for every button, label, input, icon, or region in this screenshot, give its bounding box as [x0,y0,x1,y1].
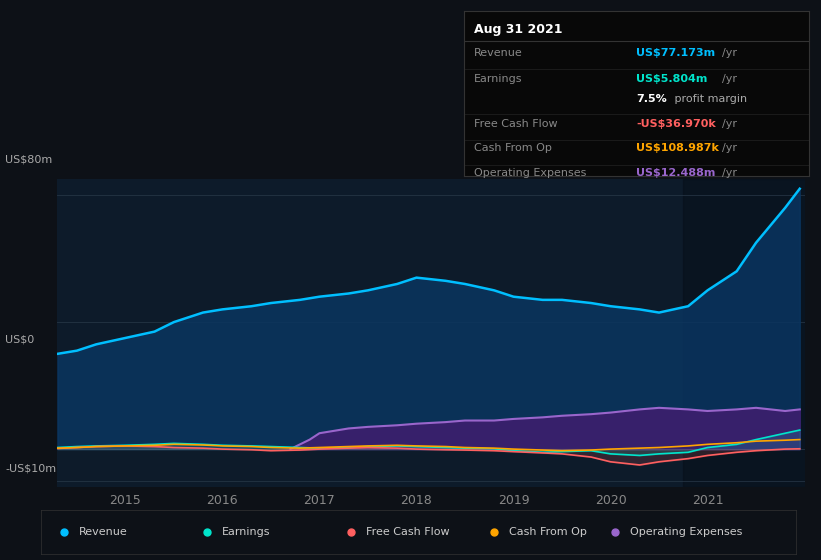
Text: Operating Expenses: Operating Expenses [631,527,742,537]
Text: Earnings: Earnings [222,527,271,537]
Text: Free Cash Flow: Free Cash Flow [366,527,449,537]
Text: -US$36.970k: -US$36.970k [636,119,716,129]
Text: -US$10m: -US$10m [5,464,57,474]
Text: 7.5%: 7.5% [636,94,667,104]
Text: US$5.804m: US$5.804m [636,74,708,84]
Text: Aug 31 2021: Aug 31 2021 [475,23,562,36]
Text: /yr: /yr [722,74,737,84]
Text: Revenue: Revenue [475,48,523,58]
Text: US$77.173m: US$77.173m [636,48,715,58]
Text: /yr: /yr [722,119,737,129]
Text: Cash From Op: Cash From Op [475,143,552,153]
Text: Operating Expenses: Operating Expenses [475,168,586,178]
Text: US$12.488m: US$12.488m [636,168,716,178]
Text: US$0: US$0 [5,334,34,344]
Text: /yr: /yr [722,143,737,153]
Text: /yr: /yr [722,48,737,58]
Text: Revenue: Revenue [79,527,127,537]
Text: US$108.987k: US$108.987k [636,143,719,153]
Bar [683,179,821,487]
Text: /yr: /yr [722,168,737,178]
Text: Free Cash Flow: Free Cash Flow [475,119,557,129]
Text: Cash From Op: Cash From Op [509,527,587,537]
Text: US$80m: US$80m [5,155,53,165]
Text: Earnings: Earnings [475,74,523,84]
Text: profit margin: profit margin [671,94,747,104]
